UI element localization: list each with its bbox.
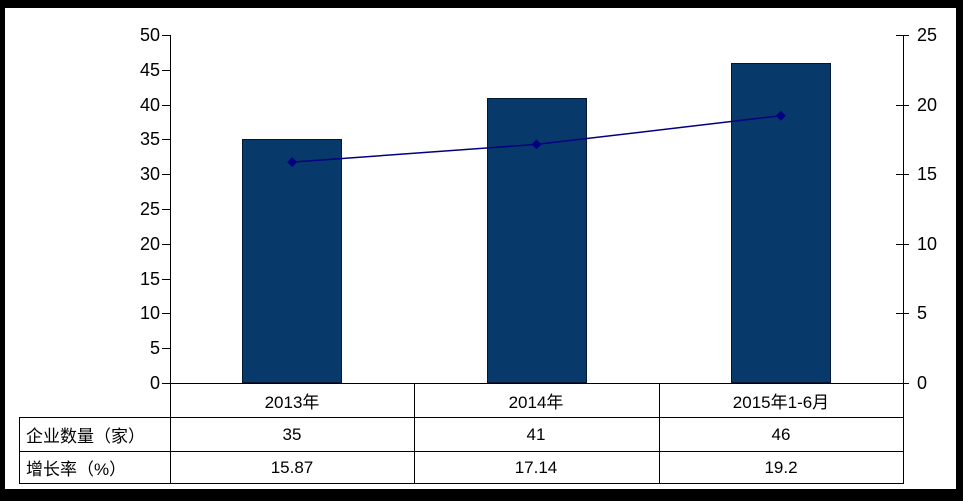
left-axis-tick-label: 15 [139,269,160,289]
right-axis-tick [896,35,909,36]
left-axis-tick [162,313,170,314]
table-category-cell: 2014年 [508,393,564,412]
table-series-label: 企业数量（家） [26,427,145,446]
table-left-border [19,417,20,483]
left-axis-tick-label: 35 [139,129,160,149]
left-axis-tick-label: 10 [139,303,160,323]
table-value-cell: 46 [771,424,791,444]
table-value-cell: 41 [526,424,546,444]
table-value-cell: 17.14 [514,457,558,477]
right-axis-tick [896,313,909,314]
table-value-cell: 19.2 [764,457,798,477]
growth-rate-line [292,114,781,163]
growth-rate-line-layer [287,110,786,168]
left-axis-tick-label: 30 [139,164,160,184]
left-axis-tick [162,244,170,245]
left-axis-line [170,35,171,483]
line-marker-diamond [287,157,298,168]
table-value-cell: 15.87 [270,457,314,477]
left-axis-tick [162,279,170,280]
table-category-cell: 2013年 [264,393,320,412]
left-axis-tick-label: 20 [139,234,160,254]
left-axis-tick-label: 40 [139,95,160,115]
table-column-divider [414,383,415,483]
right-axis-tick-label: 25 [917,25,938,45]
left-axis-tick-label: 45 [139,60,160,80]
left-axis-tick [162,105,170,106]
left-axis-tick [162,348,170,349]
left-axis-tick-label: 25 [139,199,160,219]
right-axis-tick-label: 10 [917,234,938,254]
table-bottom-line [19,483,904,484]
table-category-cell: 2015年1-6月 [732,393,830,412]
right-axis-line [903,35,904,483]
right-axis-tick-label: 5 [917,303,928,323]
table-value-cell: 35 [282,424,302,444]
right-axis-tick [896,383,909,384]
table-series-label: 增长率（%） [26,460,127,479]
right-axis-tick [896,244,909,245]
left-axis-tick [162,35,170,36]
table-row-line [19,417,904,418]
table-column-divider [659,383,660,483]
left-axis-tick-label: 50 [139,25,160,45]
right-axis-tick-label: 15 [917,164,938,184]
right-axis-tick [896,105,909,106]
right-axis-tick-label: 0 [917,373,928,393]
x-axis-line [170,383,904,384]
left-axis-tick-label: 0 [149,373,160,393]
line-marker-diamond [775,110,786,121]
left-axis-tick-label: 5 [149,338,160,358]
left-axis-tick [162,174,170,175]
bar-2013年 [242,139,342,383]
line-marker-diamond [531,139,542,150]
left-axis-tick [162,209,170,210]
left-axis-tick [162,139,170,140]
right-axis-tick-label: 20 [917,95,938,115]
left-axis-tick [162,70,170,71]
left-axis-tick [162,383,170,384]
right-axis-tick [896,174,909,175]
table-row-line [19,451,904,452]
